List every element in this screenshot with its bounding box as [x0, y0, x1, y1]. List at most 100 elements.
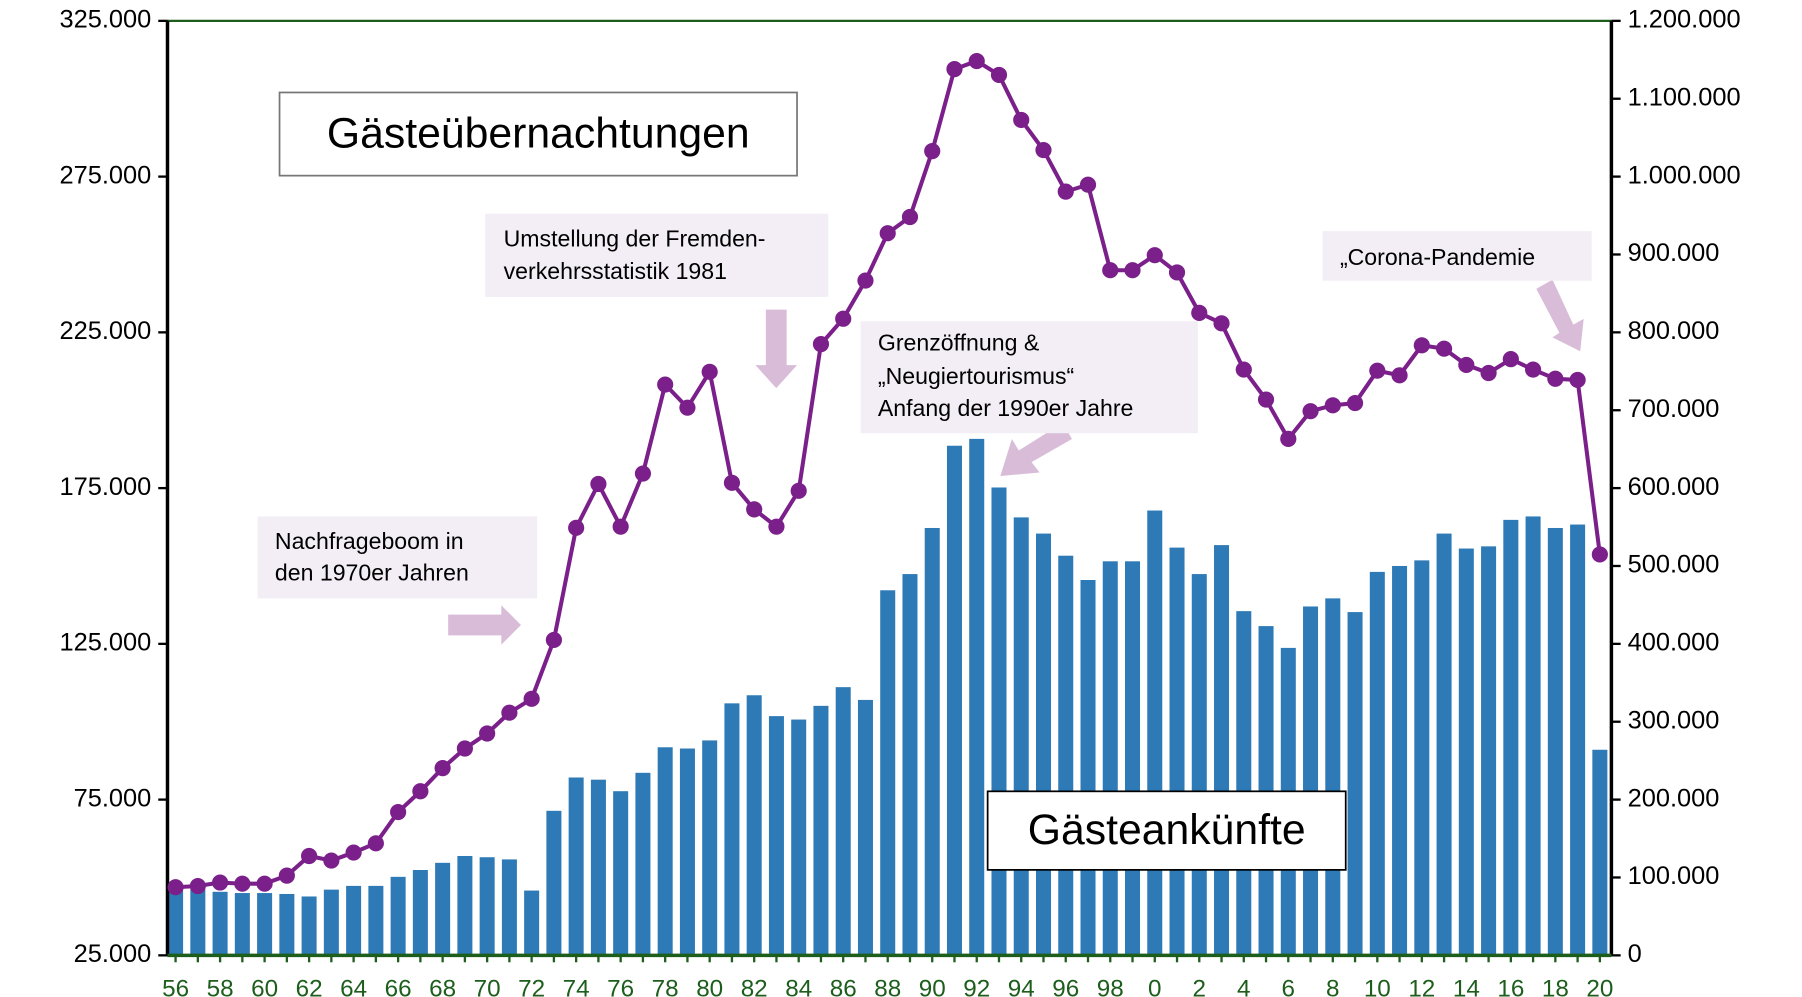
x-tick-label: 62: [296, 975, 323, 997]
x-tick-label: 60: [251, 975, 278, 997]
y2-tick-label: 1.000.000: [1628, 161, 1741, 189]
line-point: [1502, 351, 1519, 368]
x-tick-label: 6: [1282, 975, 1296, 997]
annotation-text: Anfang der 1990er Jahre: [878, 395, 1134, 421]
x-tick-label: 12: [1408, 975, 1435, 997]
line-point: [1102, 262, 1119, 279]
line-point: [1280, 430, 1297, 447]
bar: [880, 590, 896, 956]
line-point: [1569, 371, 1586, 389]
bar: [657, 747, 673, 956]
x-tick-label: 20: [1586, 975, 1613, 997]
line-point: [1591, 546, 1608, 563]
bar: [168, 889, 184, 956]
bar: [412, 870, 428, 956]
bar: [1481, 546, 1497, 956]
y2-tick-label: 700.000: [1628, 395, 1720, 423]
annotation-box: [1322, 231, 1592, 281]
bar: [924, 527, 940, 956]
series-label: Gästeübernachtungen: [327, 110, 750, 158]
x-tick-label: 56: [162, 975, 189, 997]
bar: [724, 703, 740, 956]
x-tick-label: 14: [1453, 975, 1480, 997]
line-point: [1302, 403, 1319, 420]
line-point: [1391, 367, 1408, 384]
bar: [479, 857, 495, 956]
bar: [1214, 545, 1230, 956]
bar: [679, 748, 695, 956]
line-point: [1124, 262, 1141, 279]
line-point: [1413, 337, 1430, 354]
line-point: [857, 272, 874, 289]
line-point: [634, 465, 652, 482]
x-tick-label: 90: [919, 975, 946, 997]
bar: [1102, 561, 1118, 956]
bar: [768, 716, 784, 956]
line-point: [879, 225, 896, 242]
bar: [568, 777, 584, 956]
line-point: [1079, 176, 1097, 193]
x-tick-label: 4: [1237, 975, 1251, 997]
bar: [813, 705, 829, 956]
line-point: [1235, 361, 1252, 378]
x-tick-label: 66: [385, 975, 412, 997]
arrow: [448, 614, 504, 636]
bar: [1392, 565, 1408, 956]
bar: [190, 889, 206, 956]
line-point: [1057, 183, 1074, 200]
line-point: [345, 844, 362, 861]
bar: [257, 893, 273, 956]
bar: [1458, 548, 1474, 956]
y2-tick-label: 300.000: [1628, 706, 1720, 734]
bar: [1013, 517, 1029, 956]
y2-tick-label: 100.000: [1628, 862, 1720, 890]
bar: [524, 890, 540, 956]
y-tick-label: 175.000: [59, 473, 151, 501]
line-point: [1168, 264, 1186, 281]
line-point: [657, 376, 674, 393]
line-point: [768, 518, 785, 535]
bar: [1236, 611, 1252, 956]
annotation-box: [257, 516, 538, 599]
bar: [546, 810, 562, 956]
line-point: [701, 363, 718, 380]
x-tick-label: 76: [607, 975, 634, 997]
x-tick-label: 74: [563, 975, 590, 997]
bar: [1147, 510, 1163, 956]
bar: [368, 885, 384, 956]
bar: [702, 740, 718, 956]
annotation-text: „Corona-Pandemie: [1340, 244, 1535, 270]
line-point: [1525, 361, 1542, 378]
line-point: [968, 52, 985, 70]
line-point: [1324, 397, 1341, 414]
bar: [1125, 561, 1141, 956]
line-point: [412, 783, 429, 800]
y2-tick-label: 1.100.000: [1628, 83, 1741, 111]
bar: [390, 876, 406, 956]
line-point: [1458, 356, 1475, 373]
line-point: [1013, 111, 1030, 129]
line-point: [390, 803, 407, 821]
x-tick-label: 18: [1542, 975, 1569, 997]
arrow: [755, 365, 798, 389]
bar: [435, 862, 451, 956]
line-point: [501, 704, 518, 721]
x-tick-label: 72: [518, 975, 545, 997]
bar: [1570, 524, 1586, 956]
line-point: [835, 310, 852, 327]
y-tick-label: 275.000: [59, 161, 151, 189]
x-tick-label: 88: [874, 975, 901, 997]
x-tick-label: 78: [652, 975, 679, 997]
line-point: [590, 475, 607, 493]
x-tick-label: 64: [340, 975, 367, 997]
line-point: [812, 336, 830, 353]
line-point: [234, 875, 251, 892]
bar: [234, 893, 250, 956]
arrow: [1000, 422, 1072, 476]
bar: [746, 695, 762, 956]
x-tick-label: 92: [963, 975, 990, 997]
line-point: [212, 874, 229, 891]
line-point: [1191, 304, 1208, 321]
x-tick-label: 68: [429, 975, 456, 997]
line-point: [990, 66, 1008, 83]
